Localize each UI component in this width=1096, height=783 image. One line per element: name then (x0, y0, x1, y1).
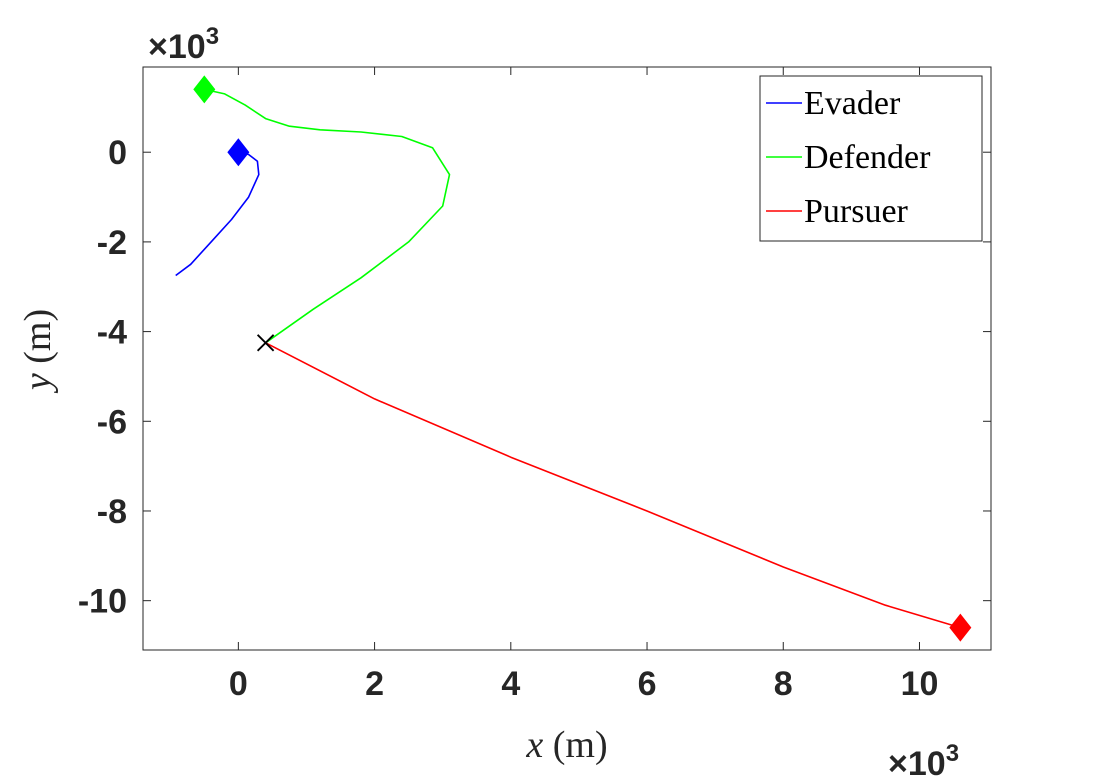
x-tick-label: 0 (229, 665, 248, 703)
y-tick-label: 0 (108, 134, 127, 172)
start-marker-evader (227, 138, 250, 167)
series-line-defender (204, 88, 451, 344)
x-tick-label: 4 (501, 665, 520, 703)
y-multiplier-base: ×10 (148, 28, 206, 66)
y-axis-label: y (m) (17, 309, 59, 394)
x-tick-label: 8 (774, 665, 793, 703)
x-axis-label-var: x (525, 724, 543, 766)
x-axis-multiplier: ×103 (888, 740, 959, 783)
x-tick-label: 6 (638, 665, 657, 703)
x-axis-label: x (m) (525, 724, 607, 766)
legend: Evader Defender Pursuer (759, 75, 983, 242)
y-axis-label-var: y (17, 373, 59, 394)
series-line-pursuer (265, 342, 961, 629)
y-tick-label: -6 (97, 403, 127, 441)
y-tick-label: -2 (97, 224, 127, 262)
marker-layer (193, 75, 972, 642)
legend-label-pursuer: Pursuer (804, 193, 909, 230)
x-multiplier-exponent: 3 (946, 740, 959, 767)
y-tick-label: -10 (78, 583, 127, 621)
y-axis-multiplier: ×103 (148, 23, 219, 66)
tick-layer: 0 2 4 6 8 10 0 -2 -4 -6 -8 -10 (78, 67, 991, 703)
plot-frame (142, 66, 992, 651)
x-multiplier-base: ×10 (888, 745, 946, 783)
x-axis-label-unit: (m) (543, 724, 607, 766)
y-axis-label-unit: (m) (17, 309, 59, 373)
series-layer (175, 88, 961, 629)
start-marker-defender (193, 75, 216, 104)
y-tick-label: -4 (97, 314, 127, 352)
x-tick-label: 10 (901, 665, 939, 703)
legend-label-evader: Evader (804, 85, 901, 122)
legend-label-defender: Defender (804, 139, 931, 176)
start-marker-pursuer (949, 613, 972, 642)
x-tick-label: 2 (365, 665, 384, 703)
series-line-evader (175, 151, 260, 277)
y-multiplier-exponent: 3 (206, 23, 219, 50)
capture-marker (256, 334, 275, 352)
y-tick-label: -8 (97, 493, 127, 531)
